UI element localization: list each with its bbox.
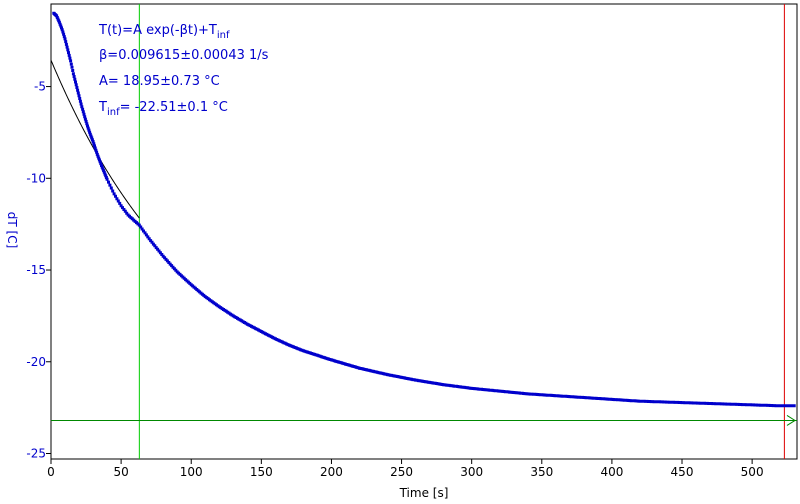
- y-tick-label: -10: [26, 171, 46, 185]
- y-tick-label: -25: [26, 446, 46, 460]
- x-tick-label: 200: [320, 465, 343, 479]
- x-tick-label: 350: [530, 465, 553, 479]
- fit-formula-subscript: inf: [217, 30, 230, 41]
- x-tick-label: 50: [113, 465, 128, 479]
- y-tick-label: -15: [26, 263, 46, 277]
- fit-tinf-value: = -22.51±0.1 °C: [120, 100, 228, 115]
- x-tick-label: 100: [180, 465, 203, 479]
- fit-annotation: T(t)=A exp(-βt)+Tinf β=0.009615±0.00043 …: [98, 23, 269, 118]
- fit-tinf: Tinf= -22.51±0.1 °C: [98, 100, 228, 118]
- fit-formula: T(t)=A exp(-βt)+Tinf: [98, 23, 230, 41]
- x-tick-label: 400: [600, 465, 623, 479]
- fit-tinf-subscript: inf: [107, 107, 120, 118]
- y-tick-label: -5: [34, 80, 46, 94]
- x-tick-label: 250: [390, 465, 413, 479]
- x-axis-title: Time [s]: [399, 486, 449, 500]
- fit-amplitude: A= 18.95±0.73 °C: [99, 74, 220, 89]
- x-axis-ticks: 0 50 100 150 200 250 300 350 400 450 500: [47, 459, 764, 479]
- y-axis-title: dT [C]: [5, 212, 19, 249]
- fit-beta: β=0.009615±0.00043 1/s: [99, 48, 269, 63]
- fit-tinf-prefix: T: [98, 100, 107, 115]
- y-tick-label: -20: [26, 355, 46, 369]
- x-tick-label: 450: [671, 465, 694, 479]
- plot-frame: [50, 3, 798, 460]
- y-axis-ticks: -25 -20 -15 -10 -5: [26, 80, 51, 460]
- x-tick-label: 150: [250, 465, 273, 479]
- x-tick-label: 500: [741, 465, 764, 479]
- fit-formula-main: T(t)=A exp(-βt)+T: [98, 23, 217, 38]
- x-tick-label: 300: [460, 465, 483, 479]
- x-tick-label: 0: [47, 465, 55, 479]
- cursor-lines: [51, 4, 797, 459]
- cursor-arrow-marker: [786, 415, 796, 426]
